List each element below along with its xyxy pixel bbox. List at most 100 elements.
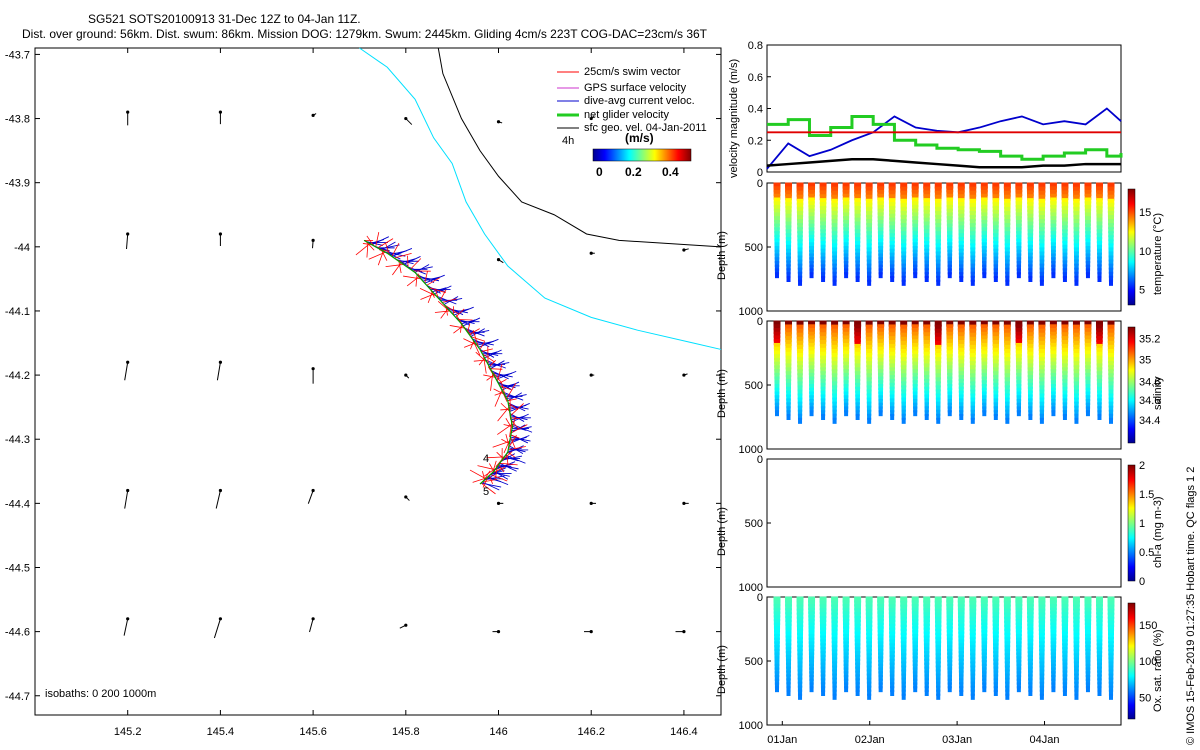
- dive-sample: [1027, 623, 1034, 630]
- dive-sample: [820, 402, 826, 409]
- dive-sample: [808, 622, 815, 629]
- ox-cbar-tick: 150: [1139, 620, 1157, 632]
- dive-sample: [866, 681, 872, 688]
- dive-sample: [855, 252, 860, 259]
- dive-sample: [1062, 670, 1068, 677]
- dive-sample: [1074, 267, 1079, 274]
- dive-sample: [982, 272, 987, 279]
- dive-sample: [808, 372, 815, 379]
- dive-sample: [774, 376, 780, 383]
- dive-sample: [946, 216, 953, 223]
- dive-sample: [1073, 336, 1080, 343]
- dive-sample: [865, 194, 873, 201]
- dive-sample: [785, 651, 792, 658]
- dive-sample: [1074, 251, 1079, 258]
- dive-sample: [843, 227, 849, 234]
- dive-sample: [878, 682, 883, 689]
- dive-sample: [958, 670, 964, 677]
- swim-vector: [366, 242, 369, 258]
- dac-vector: [469, 330, 490, 335]
- dive-sample: [820, 363, 826, 370]
- dive-sample: [1108, 219, 1114, 226]
- geo-vector: [124, 362, 129, 381]
- dive-sample: [867, 275, 872, 282]
- dive-sample: [1097, 390, 1102, 397]
- dive-sample: [1073, 661, 1079, 668]
- dive-sample: [1109, 417, 1113, 424]
- dive-sample: [808, 193, 815, 200]
- swim-vector: [428, 287, 446, 294]
- map-ytick-label: -44.7: [5, 691, 30, 703]
- dive-sample: [1073, 361, 1080, 368]
- dive-sample: [1003, 596, 1011, 603]
- dive-sample: [796, 190, 804, 197]
- dive-sample: [878, 398, 883, 405]
- dive-sample: [1073, 600, 1080, 607]
- dive-sample: [890, 276, 895, 282]
- dive-sample: [1084, 328, 1092, 335]
- dive-sample: [993, 394, 999, 401]
- dive-sample: [1108, 628, 1114, 635]
- dive-sample: [1050, 219, 1057, 226]
- dive-sample: [797, 677, 803, 684]
- dive-sample: [1073, 373, 1080, 380]
- dive-sample: [900, 357, 907, 364]
- dive-sample: [970, 381, 976, 388]
- dive-sample: [1016, 682, 1021, 689]
- dive-sample: [1038, 633, 1045, 640]
- geo-vector-head: [682, 248, 686, 252]
- dive-sample: [832, 389, 838, 396]
- dive-sample: [1108, 239, 1114, 246]
- dive-sample: [831, 596, 839, 603]
- dive-sample: [1108, 243, 1114, 250]
- dive-sample: [854, 608, 861, 615]
- dive-sample: [935, 206, 942, 213]
- dive-sample: [832, 665, 838, 672]
- dive-sample: [797, 247, 803, 254]
- dive-sample: [1096, 654, 1103, 661]
- dive-sample: [854, 233, 861, 240]
- dive-sample: [1050, 190, 1057, 197]
- dive-sample: [889, 402, 895, 409]
- dive-sample: [832, 397, 837, 404]
- dive-sample: [831, 373, 838, 380]
- dive-sample: [993, 386, 999, 393]
- dive-sample: [1051, 682, 1056, 689]
- dive-sample: [993, 264, 999, 271]
- dive-sample: [1039, 389, 1045, 396]
- dive-sample: [819, 202, 827, 209]
- dive-sample: [958, 627, 965, 634]
- dive-sample: [878, 376, 884, 383]
- dive-sample: [854, 202, 861, 209]
- dac-vector: [499, 462, 517, 472]
- dive-sample: [1084, 611, 1092, 618]
- ox-colorbar: [1127, 602, 1136, 720]
- dive-sample: [831, 182, 839, 189]
- dive-sample: [958, 654, 964, 661]
- dive-sample: [1061, 205, 1069, 212]
- map-ytick-label: -43.7: [5, 49, 30, 61]
- dive-sample: [993, 651, 999, 658]
- dive-sample: [831, 352, 838, 359]
- dive-sample: [946, 320, 954, 327]
- figure-title: SG521 SOTS20100913 31-Dec 12Z to 04-Jan …: [0, 12, 740, 42]
- dive-sample: [970, 417, 975, 424]
- dive-sample: [854, 600, 862, 607]
- dive-sample: [1074, 259, 1079, 266]
- dive-sample: [1016, 257, 1022, 264]
- dive-sample: [1096, 332, 1103, 339]
- dive-sample: [993, 378, 999, 385]
- dive-sample: [808, 208, 815, 215]
- dive-sample: [992, 635, 999, 642]
- dive-sample: [981, 380, 987, 387]
- dive-sample: [889, 639, 895, 646]
- dive-sample: [1039, 377, 1045, 384]
- dive-sample: [982, 257, 987, 264]
- time-xtick-label: 04Jan: [1030, 734, 1060, 746]
- dive-sample: [936, 685, 941, 692]
- dive-sample: [1004, 657, 1010, 664]
- dive-sample: [820, 252, 826, 259]
- dive-sample: [924, 674, 929, 681]
- dive-sample: [946, 615, 953, 622]
- dive-sample: [1061, 623, 1068, 630]
